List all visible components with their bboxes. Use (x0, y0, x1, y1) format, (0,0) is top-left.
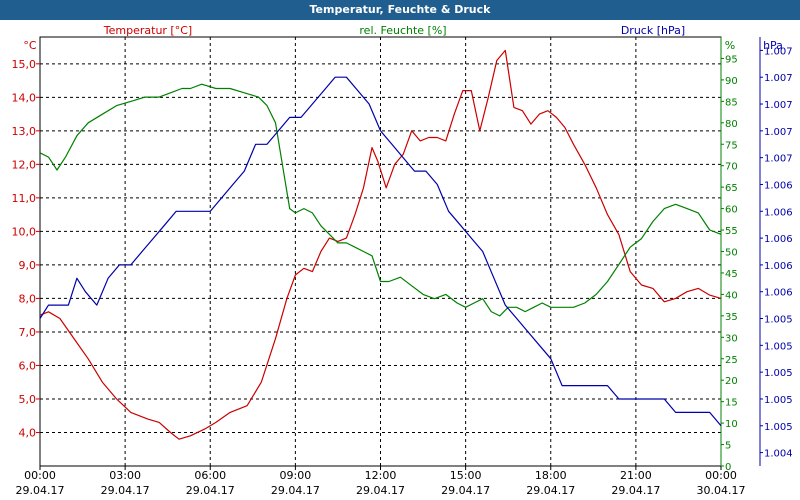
humidity-tick-label: 60 (725, 205, 738, 216)
x-tick-label-time: 03:00 (109, 469, 141, 482)
temperature-tick-label: 12,0 (12, 158, 37, 171)
x-tick-label-date: 29.04.17 (186, 484, 235, 497)
series-line-pressure (39, 76, 722, 427)
humidity-unit-label: % (725, 39, 735, 52)
x-tick-label-time: 09:00 (280, 469, 312, 482)
x-tick-label-date: 29.04.17 (611, 484, 660, 497)
x-tick-label-date: 29.04.17 (16, 484, 65, 497)
x-tick-label-time: 18:00 (535, 469, 567, 482)
pressure-tick-label: 1.006 (764, 180, 793, 191)
temperature-tick-label: 7,0 (19, 326, 37, 339)
temperature-tick-label: 6,0 (19, 359, 37, 372)
pressure-tick-label: 1.006 (764, 234, 793, 245)
temperature-tick-label: 13,0 (12, 125, 37, 138)
pressure-tick-label: 1.005 (764, 368, 793, 379)
x-tick-label-time: 21:00 (620, 469, 652, 482)
x-tick-label-time: 15:00 (450, 469, 482, 482)
pressure-tick-label: 1.004 (764, 449, 793, 460)
temperature-unit-label: °C (23, 39, 37, 52)
humidity-tick-label: 95 (725, 54, 738, 65)
humidity-tick-label: 90 (725, 76, 738, 87)
pressure-tick-label: 1.005 (764, 315, 793, 326)
pressure-tick-label: 1.006 (764, 288, 793, 299)
humidity-tick-label: 45 (725, 269, 738, 280)
humidity-tick-label: 75 (725, 140, 738, 151)
humidity-tick-label: 80 (725, 119, 738, 130)
temperature-tick-label: 9,0 (19, 259, 37, 272)
humidity-tick-label: 20 (725, 376, 738, 387)
humidity-tick-label: 0 (725, 462, 731, 473)
humidity-tick-label: 35 (725, 312, 738, 323)
x-tick-label-date: 30.04.17 (697, 484, 746, 497)
pressure-unit-label: hPa (763, 39, 783, 52)
humidity-tick-label: 50 (725, 248, 738, 259)
humidity-tick-label: 10 (725, 419, 738, 430)
temperature-tick-label: 4,0 (19, 426, 37, 439)
humidity-tick-label: 65 (725, 183, 738, 194)
temperature-tick-label: 15,0 (12, 58, 37, 71)
humidity-tick-label: 30 (725, 333, 738, 344)
x-tick-label-date: 29.04.17 (441, 484, 490, 497)
x-tick-label-time: 12:00 (365, 469, 397, 482)
x-tick-label-date: 29.04.17 (526, 484, 575, 497)
humidity-tick-label: 70 (725, 162, 738, 173)
x-tick-label-time: 06:00 (194, 469, 226, 482)
series-line-humidity (39, 83, 722, 317)
temperature-tick-label: 5,0 (19, 393, 37, 406)
series-label-pressure: Druck [hPa] (621, 24, 685, 37)
pressure-tick-label: 1.007 (764, 154, 793, 165)
pressure-tick-label: 1.007 (764, 127, 793, 138)
x-tick-label-time: 00:00 (24, 469, 56, 482)
pressure-tick-label: 1.005 (764, 395, 793, 406)
humidity-tick-label: 5 (725, 441, 731, 452)
humidity-tick-label: 15 (725, 398, 738, 409)
pressure-tick-label: 1.007 (764, 46, 793, 57)
pressure-tick-label: 1.006 (764, 207, 793, 218)
temperature-tick-label: 11,0 (12, 192, 37, 205)
x-tick-label-date: 29.04.17 (356, 484, 405, 497)
temperature-tick-label: 8,0 (19, 292, 37, 305)
humidity-tick-label: 85 (725, 97, 738, 108)
x-tick-label-date: 29.04.17 (101, 484, 150, 497)
temperature-tick-label: 10,0 (12, 225, 37, 238)
pressure-tick-label: 1.007 (764, 100, 793, 111)
series-label-temperature: Temperatur [°C] (103, 24, 192, 37)
pressure-tick-label: 1.007 (764, 73, 793, 84)
pressure-tick-label: 1.005 (764, 341, 793, 352)
chart-title: Temperatur, Feuchte & Druck (0, 0, 800, 20)
x-tick-label-time: 00:00 (705, 469, 737, 482)
humidity-tick-label: 40 (725, 290, 738, 301)
humidity-tick-label: 55 (725, 226, 738, 237)
humidity-tick-label: 25 (725, 355, 738, 366)
x-tick-label-date: 29.04.17 (271, 484, 320, 497)
temperature-tick-label: 14,0 (12, 91, 37, 104)
pressure-tick-label: 1.006 (764, 261, 793, 272)
pressure-tick-label: 1.005 (764, 422, 793, 433)
plot-frame (39, 36, 722, 467)
series-label-humidity: rel. Feuchte [%] (359, 24, 446, 37)
series-line-temperature (39, 49, 722, 440)
